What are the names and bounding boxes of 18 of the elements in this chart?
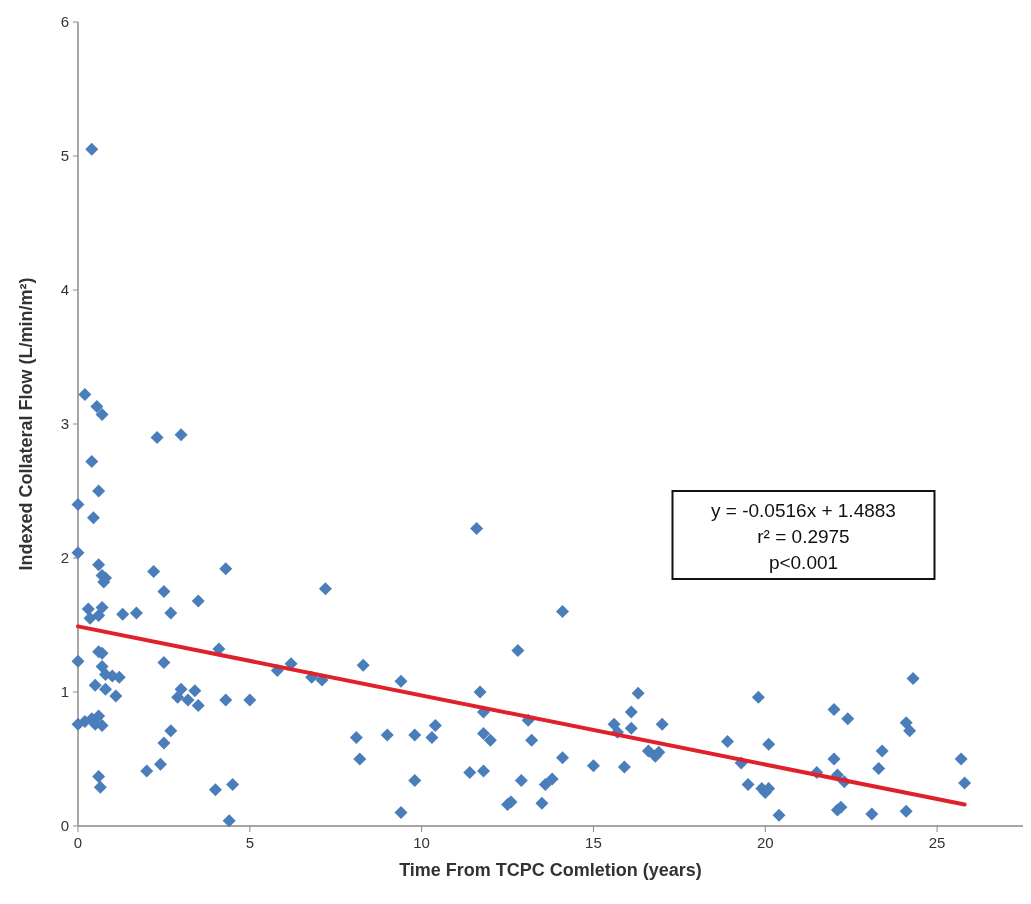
x-tick-label: 10 (413, 834, 430, 851)
x-axis-title: Time From TCPC Comletion (years) (399, 860, 702, 880)
x-tick-label: 0 (73, 834, 83, 851)
y-tick-label: 5 (60, 147, 69, 165)
y-tick-label: 1 (60, 683, 69, 701)
y-axis-title: Indexed Collateral Flow (L/min/m²) (16, 277, 36, 571)
x-tick-label: 20 (756, 834, 774, 851)
y-tick-label: 3 (60, 415, 69, 433)
y-tick-label: 2 (60, 549, 69, 567)
x-tick-label: 15 (585, 834, 602, 851)
y-tick-label: 4 (60, 281, 69, 299)
annotation: p<0.001 (768, 552, 839, 573)
x-tick-label: 25 (928, 834, 946, 851)
y-tick-label: 0 (60, 817, 69, 835)
annotation: r² = 0.2975 (757, 526, 850, 547)
annotation: y = -0.0516x + 1.4883 (711, 500, 896, 521)
y-tick-label: 6 (60, 13, 69, 31)
x-tick-label: 5 (245, 834, 254, 851)
